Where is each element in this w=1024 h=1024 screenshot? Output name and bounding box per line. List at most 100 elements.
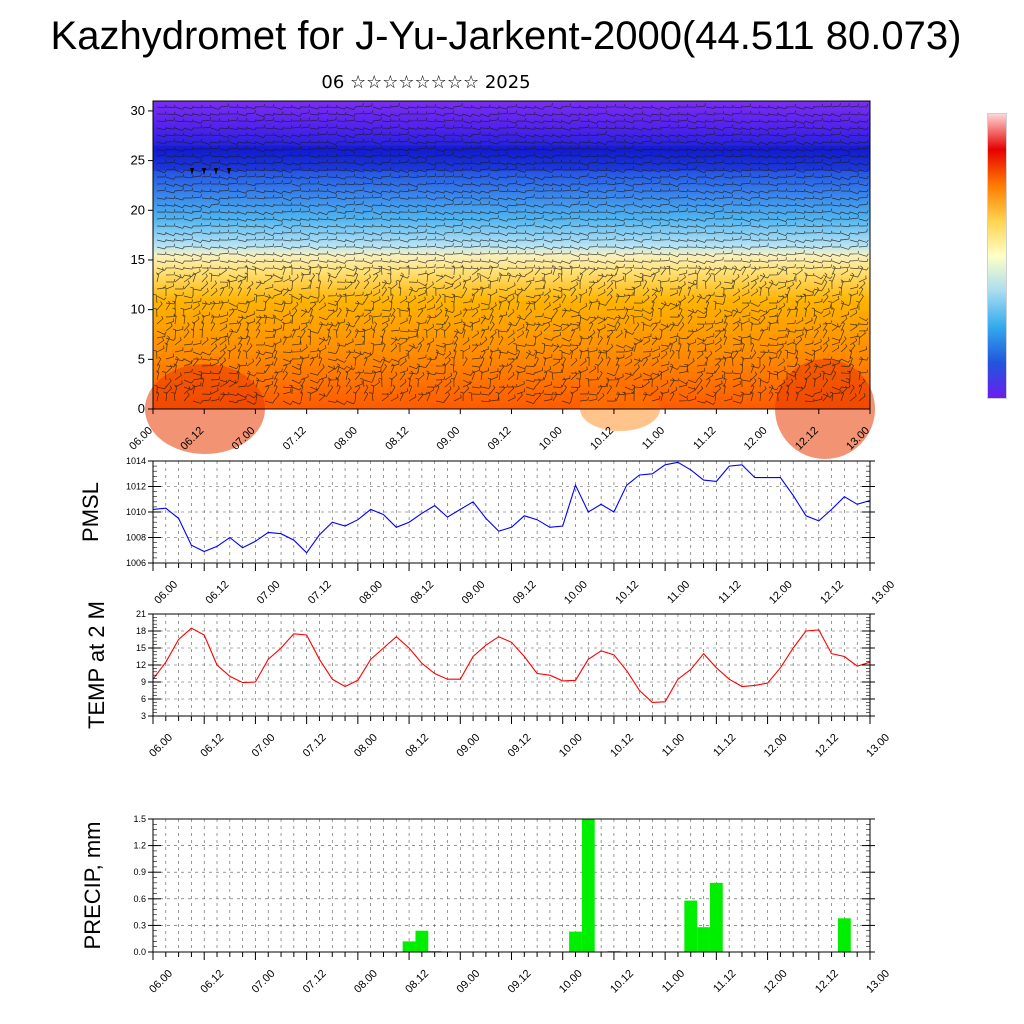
wind-barb [498,225,509,229]
wind-barb [480,305,490,311]
wind-barb [687,165,697,171]
wind-barb [669,238,680,242]
wind-barb [723,209,734,214]
wind-barb [507,239,518,243]
wind-barb [399,239,410,243]
wind-barb [768,237,779,241]
wind-barb [543,225,554,230]
wind-barb [552,211,563,215]
wind-barb [777,195,788,199]
wind-barb [552,202,563,206]
wind-barb [516,201,526,206]
wind-barb [579,132,590,137]
wind-barb [183,329,190,339]
wind-barb [507,202,518,207]
wind-barb [273,231,284,235]
wind-barb [579,162,590,166]
wind-barb [687,238,698,242]
wind-barb [849,309,858,318]
wind-barb [399,173,409,178]
wind-barb [289,384,293,395]
wind-barb [642,152,652,157]
wind-barb [732,222,742,227]
wind-barb [498,218,509,222]
wind-barb [713,300,717,311]
wind-barb [408,229,419,234]
wind-barb [552,295,563,299]
wind-barb [219,162,230,166]
wind-barb [462,244,473,248]
wind-barb [687,180,697,185]
wind-barb [624,106,635,110]
wind-barb [237,232,248,236]
wind-barb [570,145,580,150]
wind-barb [543,210,554,214]
wind-barb [273,368,283,374]
wind-barb [300,243,310,248]
wind-barb [642,146,653,151]
wind-barb [318,201,329,206]
wind-barb [507,308,515,318]
wind-barb [345,267,356,271]
wind-barb [360,378,365,388]
wind-barb [444,238,455,243]
wind-barb [749,321,753,332]
wind-barb [462,120,473,124]
wind-barb [642,287,650,297]
wind-barb [471,251,482,255]
wind-barb [309,194,319,199]
wind-barb [201,195,212,200]
x-tick-label: 08.00 [357,579,385,607]
wind-barb [390,259,401,264]
wind-barb [723,124,733,129]
wind-barb [480,398,491,403]
wind-barb [255,113,266,118]
wind-barb [597,274,608,278]
wind-barb [642,333,652,339]
wind-barb [201,336,209,346]
wind-barb [624,372,635,376]
wind-barb [210,357,221,361]
wind-barb [543,322,551,332]
wind-barb [552,194,563,199]
wind-barb [579,113,590,117]
wind-barb [831,216,842,220]
wind-barb [309,372,320,376]
wind-barb [687,294,695,304]
wind-barb [759,119,770,124]
wind-barb [201,216,212,220]
wind-barb [696,133,707,137]
wind-barb [246,187,256,192]
wind-barb [579,335,590,340]
wind-barb [660,345,669,353]
wind-barb [750,147,761,151]
wind-barb [210,140,221,144]
wind-barb [732,153,743,158]
wind-barb [480,238,491,242]
wind-barb [615,104,626,108]
wind-barb [759,181,770,185]
wind-barb [606,384,613,395]
wind-barb [471,342,482,346]
wind-barb [786,166,796,171]
wind-barb [840,363,851,367]
wind-barb [750,371,758,381]
wind-barb [345,323,356,328]
wind-barb [552,260,563,264]
wind-barb [534,183,545,187]
wind-barb [426,180,436,185]
wind-barb [606,113,617,117]
wind-barb [291,133,302,137]
wind-barb [489,134,500,138]
wind-barb [156,180,167,185]
wind-barb [858,258,869,262]
wind-barb [831,295,840,304]
wind-barb [246,224,257,228]
wind-barb [246,260,257,265]
wind-barb [768,253,779,257]
wind-barb [705,203,716,208]
wind-barb [253,293,258,304]
wind-barb [649,377,653,388]
wind-barb [273,221,283,227]
y-tick-label: 5 [138,351,145,366]
